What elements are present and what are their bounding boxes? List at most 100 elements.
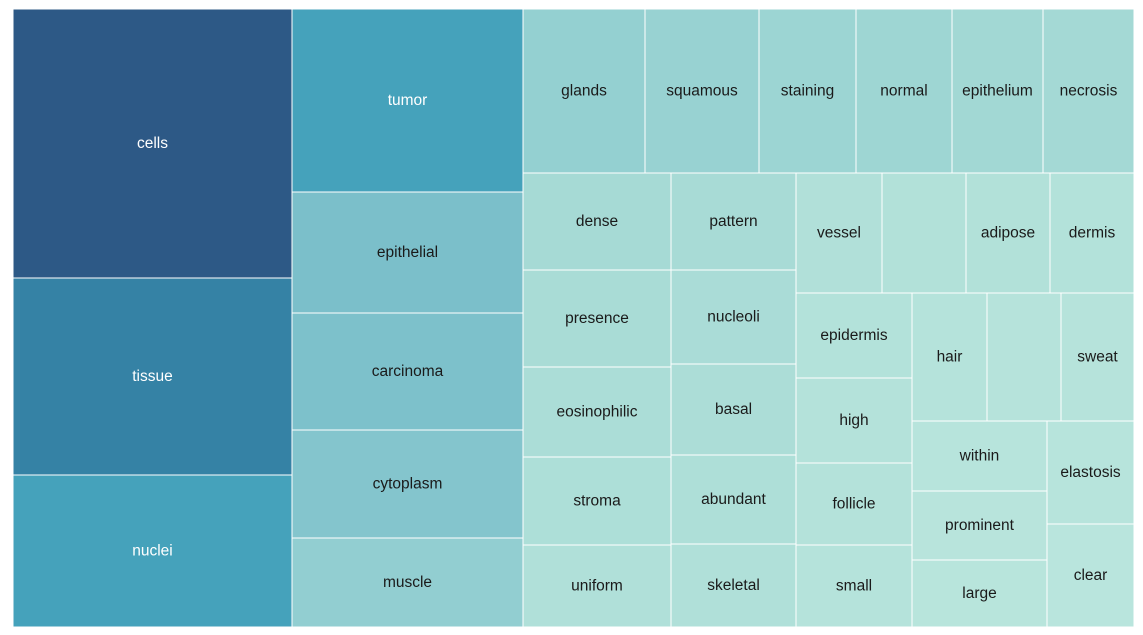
tile-label-tumor: tumor [388,92,428,109]
tile-nuclei: nuclei [12,474,293,628]
tile-rect-uniform [522,544,672,628]
tile-label-abundant: abundant [701,491,766,508]
tile-label-hair: hair [937,349,963,366]
tile-necrosis: necrosis [1042,8,1135,174]
tile-rect-basal [670,363,797,456]
tile-rect-nuclei [12,474,293,628]
tile-label-skeletal: skeletal [707,577,760,594]
tile-rect-necrosis [1042,8,1135,174]
tile-label-epithelium: epithelium [962,83,1033,100]
tile-rect-unlabeled-33 [986,292,1062,422]
tile-basal: basal [670,363,797,456]
tile-rect-normal [855,8,953,174]
tile-unlabeled-25 [881,172,967,294]
tile-label-dense: dense [576,213,618,230]
tile-rect-elastosis [1046,420,1135,525]
tile-label-glands: glands [561,83,607,100]
tile-rect-dermis [1049,172,1135,294]
tile-glands: glands [522,8,646,174]
tile-rect-prominent [911,490,1048,561]
tile-sweat: sweat [1060,292,1135,422]
tile-label-epithelial: epithelial [377,244,438,261]
tile-unlabeled-33 [986,292,1062,422]
tile-small: small [795,544,913,628]
tile-abundant: abundant [670,454,797,545]
tile-label-epidermis: epidermis [820,327,887,344]
tile-rect-eosinophilic [522,366,672,458]
tile-label-follicle: follicle [832,496,875,513]
tile-within: within [911,420,1048,492]
tile-cytoplasm: cytoplasm [291,429,524,539]
tile-muscle: muscle [291,537,524,628]
tile-rect-abundant [670,454,797,545]
tile-rect-stroma [522,456,672,546]
tile-rect-unlabeled-25 [881,172,967,294]
tile-rect-cells [12,8,293,279]
tile-label-basal: basal [715,401,752,418]
tile-tumor: tumor [291,8,524,193]
tile-rect-presence [522,269,672,368]
tile-epithelial: epithelial [291,191,524,314]
tile-label-vessel: vessel [817,225,861,242]
tile-elastosis: elastosis [1046,420,1135,525]
tile-dermis: dermis [1049,172,1135,294]
tile-rect-nucleoli [670,269,797,365]
tile-carcinoma: carcinoma [291,312,524,431]
tile-rect-carcinoma [291,312,524,431]
tile-epidermis: epidermis [795,292,913,379]
tile-normal: normal [855,8,953,174]
tile-follicle: follicle [795,462,913,546]
tile-high: high [795,377,913,464]
tile-label-squamous: squamous [666,83,738,100]
tile-rect-tumor [291,8,524,193]
tile-rect-sweat [1060,292,1135,422]
tile-rect-high [795,377,913,464]
tile-stroma: stroma [522,456,672,546]
tile-label-uniform: uniform [571,578,623,595]
tile-rect-small [795,544,913,628]
tile-label-normal: normal [880,83,927,100]
tile-rect-pattern [670,172,797,271]
tile-label-staining: staining [781,83,834,100]
tile-rect-clear [1046,523,1135,628]
tile-large: large [911,559,1048,628]
tile-label-elastosis: elastosis [1060,464,1121,481]
tile-label-tissue: tissue [132,368,173,385]
tile-rect-epithelial [291,191,524,314]
tile-label-nuclei: nuclei [132,543,173,560]
tile-prominent: prominent [911,490,1048,561]
tile-rect-dense [522,172,672,271]
tile-hair: hair [911,292,988,422]
tile-label-large: large [962,585,996,602]
tile-cells: cells [12,8,293,279]
tile-pattern: pattern [670,172,797,271]
tile-skeletal: skeletal [670,543,797,628]
tile-uniform: uniform [522,544,672,628]
tile-dense: dense [522,172,672,271]
tile-epithelium: epithelium [951,8,1044,174]
tile-rect-muscle [291,537,524,628]
tile-rect-large [911,559,1048,628]
tile-rect-squamous [644,8,760,174]
tile-label-eosinophilic: eosinophilic [557,404,638,421]
tile-eosinophilic: eosinophilic [522,366,672,458]
tile-rect-vessel [795,172,883,294]
tile-vessel: vessel [795,172,883,294]
tile-adipose: adipose [965,172,1051,294]
tile-rect-epidermis [795,292,913,379]
tile-label-within: within [959,448,1000,465]
tile-label-dermis: dermis [1069,225,1116,242]
tile-presence: presence [522,269,672,368]
tile-label-presence: presence [565,310,629,327]
tile-label-carcinoma: carcinoma [372,363,444,380]
tile-squamous: squamous [644,8,760,174]
tile-label-pattern: pattern [709,213,757,230]
tile-label-cells: cells [137,135,168,152]
tile-rect-epithelium [951,8,1044,174]
tile-clear: clear [1046,523,1135,628]
tile-rect-cytoplasm [291,429,524,539]
tile-label-sweat: sweat [1077,349,1118,366]
tile-label-adipose: adipose [981,225,1035,242]
tile-label-stroma: stroma [573,493,621,510]
